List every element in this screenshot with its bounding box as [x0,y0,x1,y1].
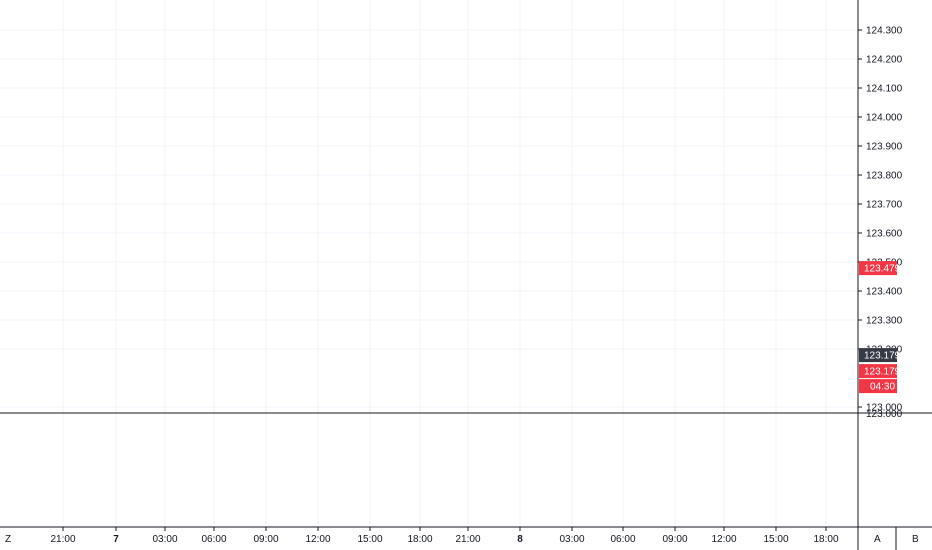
time-tick-label: 21:00 [50,534,75,545]
time-tick-label: 15:00 [357,534,382,545]
time-tick-label: 09:00 [253,534,278,545]
price-tick-label: 123.400 [866,287,903,298]
time-tick-label: 8 [517,534,523,545]
stop-price-badge-box[interactable] [859,261,897,276]
time-tick-label: 12:00 [305,534,330,545]
price-tick-label: 123.700 [866,200,903,211]
countdown-box [859,379,897,394]
time-tick-label: 7 [113,534,119,545]
timezone-button[interactable]: Z [5,534,11,545]
time-tick-label: 18:00 [407,534,432,545]
time-tick-label: 06:00 [201,534,226,545]
auto-scale-button[interactable]: A [874,534,881,545]
price-tick-label: 124.300 [866,26,903,37]
price-tick-label: 123.900 [866,142,903,153]
time-tick-label: 09:00 [662,534,687,545]
last-price-badge: 123.179 [864,367,901,378]
time-tick-label: 03:00 [559,534,584,545]
price-tick-label: 123.000 [866,403,903,414]
price-tick-label: 124.100 [866,84,903,95]
stop-price-badge: 123.479 [864,264,901,275]
time-tick-label: 15:00 [763,534,788,545]
time-tick-label: 06:00 [610,534,635,545]
price-tick-label: 124.200 [866,55,903,66]
time-tick-label: 21:00 [455,534,480,545]
price-tick-label: 123.800 [866,171,903,182]
price-tick-label: 123.300 [866,316,903,327]
time-tick-label: 12:00 [711,534,736,545]
price-tick-label: 124.000 [866,113,903,124]
time-tick-label: 18:00 [813,534,838,545]
last-price-badge-box[interactable] [859,364,897,379]
scale-mode-button[interactable]: B [912,534,919,545]
countdown-label: 04:30 [870,382,895,393]
price-tick-label: 123.600 [866,229,903,240]
price-tick-label-clipped: 123.000 [866,409,903,420]
time-tick-label: 03:00 [152,534,177,545]
current-price-badge-box[interactable] [859,348,897,363]
current-price-badge: 123.179 [864,351,901,362]
